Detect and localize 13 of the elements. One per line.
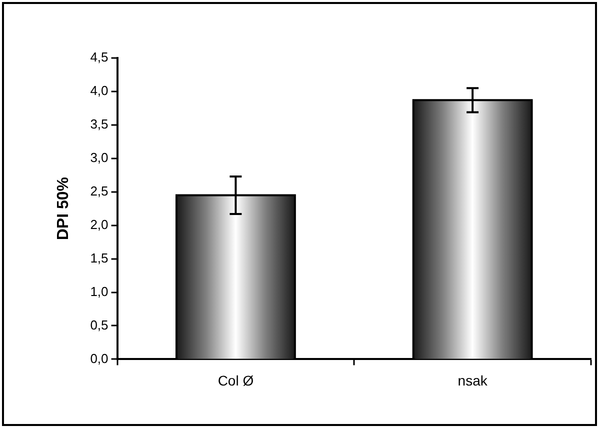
y-tick-label: 2,5 [90, 183, 108, 198]
y-tick-label: 3,5 [90, 116, 108, 132]
y-tick-label: 4,0 [90, 83, 108, 98]
y-tick-label: 1,0 [90, 284, 108, 299]
y-tick-label: 3,0 [90, 150, 108, 165]
x-tick-label: Col Ø [218, 372, 254, 388]
y-tick-label: 4,5 [90, 50, 108, 65]
x-tick-label: nsak [458, 372, 488, 388]
y-axis-title: DPI 50% [55, 177, 72, 240]
y-tick-label: 0,0 [90, 350, 108, 366]
y-tick-label: 2,0 [90, 216, 108, 232]
y-tick-label: 0,5 [90, 317, 108, 332]
y-tick-label: 1,5 [90, 250, 108, 266]
